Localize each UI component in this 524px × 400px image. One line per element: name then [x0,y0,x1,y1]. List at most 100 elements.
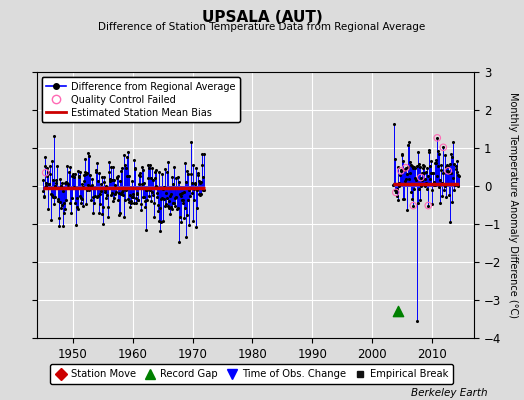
Point [185,187,193,194]
Point [124,196,132,202]
Point [49,177,57,184]
Point [111,182,119,188]
Point [74,173,83,180]
Point [395,183,403,190]
Point [408,163,417,169]
Point [41,162,49,169]
Point [424,149,433,155]
Point [166,192,174,199]
Point [183,197,192,203]
Point [403,164,412,170]
Point [417,174,425,181]
Point [403,170,411,177]
Point [125,198,133,205]
Point [93,193,102,200]
Point [148,192,157,198]
Point [118,191,127,198]
Point [40,194,48,200]
Point [108,177,116,183]
Point [127,198,135,204]
Point [85,184,94,191]
Point [451,182,459,188]
Point [146,198,155,205]
Point [91,192,99,199]
Point [159,186,167,192]
Point [84,150,92,156]
Point [126,192,134,199]
Point [43,165,51,171]
Point [152,190,161,197]
Point [50,194,59,200]
Point [437,167,445,173]
Point [91,185,100,192]
Point [413,318,421,324]
Point [135,173,144,180]
Point [88,175,96,182]
Point [81,156,89,162]
Point [57,183,66,189]
Point [431,181,440,188]
Point [189,218,197,225]
Point [400,196,408,202]
Point [166,203,174,210]
Point [183,168,191,174]
Point [133,191,141,198]
Point [168,174,176,180]
Point [138,181,146,187]
Point [49,193,57,200]
Point [153,194,161,200]
Point [46,163,54,170]
Point [69,171,77,177]
Point [420,170,429,176]
Point [395,180,403,186]
Point [113,174,121,181]
Point [432,156,440,163]
Point [90,200,99,206]
Point [89,194,97,200]
Point [443,163,452,169]
Point [131,164,139,171]
Point [123,173,132,179]
Point [132,200,140,207]
Point [396,181,404,188]
Point [135,180,143,187]
Point [114,173,122,180]
Point [391,189,400,196]
Point [449,175,457,182]
Point [97,188,105,194]
Point [401,164,410,171]
Point [390,156,399,162]
Point [184,222,193,228]
Point [95,210,103,216]
Point [404,142,412,148]
Point [430,182,439,188]
Point [134,171,143,178]
Point [65,169,73,175]
Point [136,201,145,207]
Point [42,172,51,179]
Point [428,201,436,208]
Point [125,204,134,210]
Point [112,189,120,196]
Point [52,185,61,191]
Point [390,121,398,127]
Point [405,138,413,145]
Point [412,177,420,184]
Point [69,185,78,191]
Point [194,172,202,178]
Point [56,198,64,205]
Point [435,177,444,183]
Point [117,165,126,172]
Point [62,197,70,203]
Point [140,194,148,200]
Y-axis label: Monthly Temperature Anomaly Difference (°C): Monthly Temperature Anomaly Difference (… [508,92,518,318]
Point [57,205,65,211]
Point [71,185,80,192]
Point [171,194,180,200]
Point [169,181,177,187]
Point [144,175,152,181]
Point [401,166,409,172]
Point [140,203,149,210]
Point [165,198,173,204]
Point [98,211,106,218]
